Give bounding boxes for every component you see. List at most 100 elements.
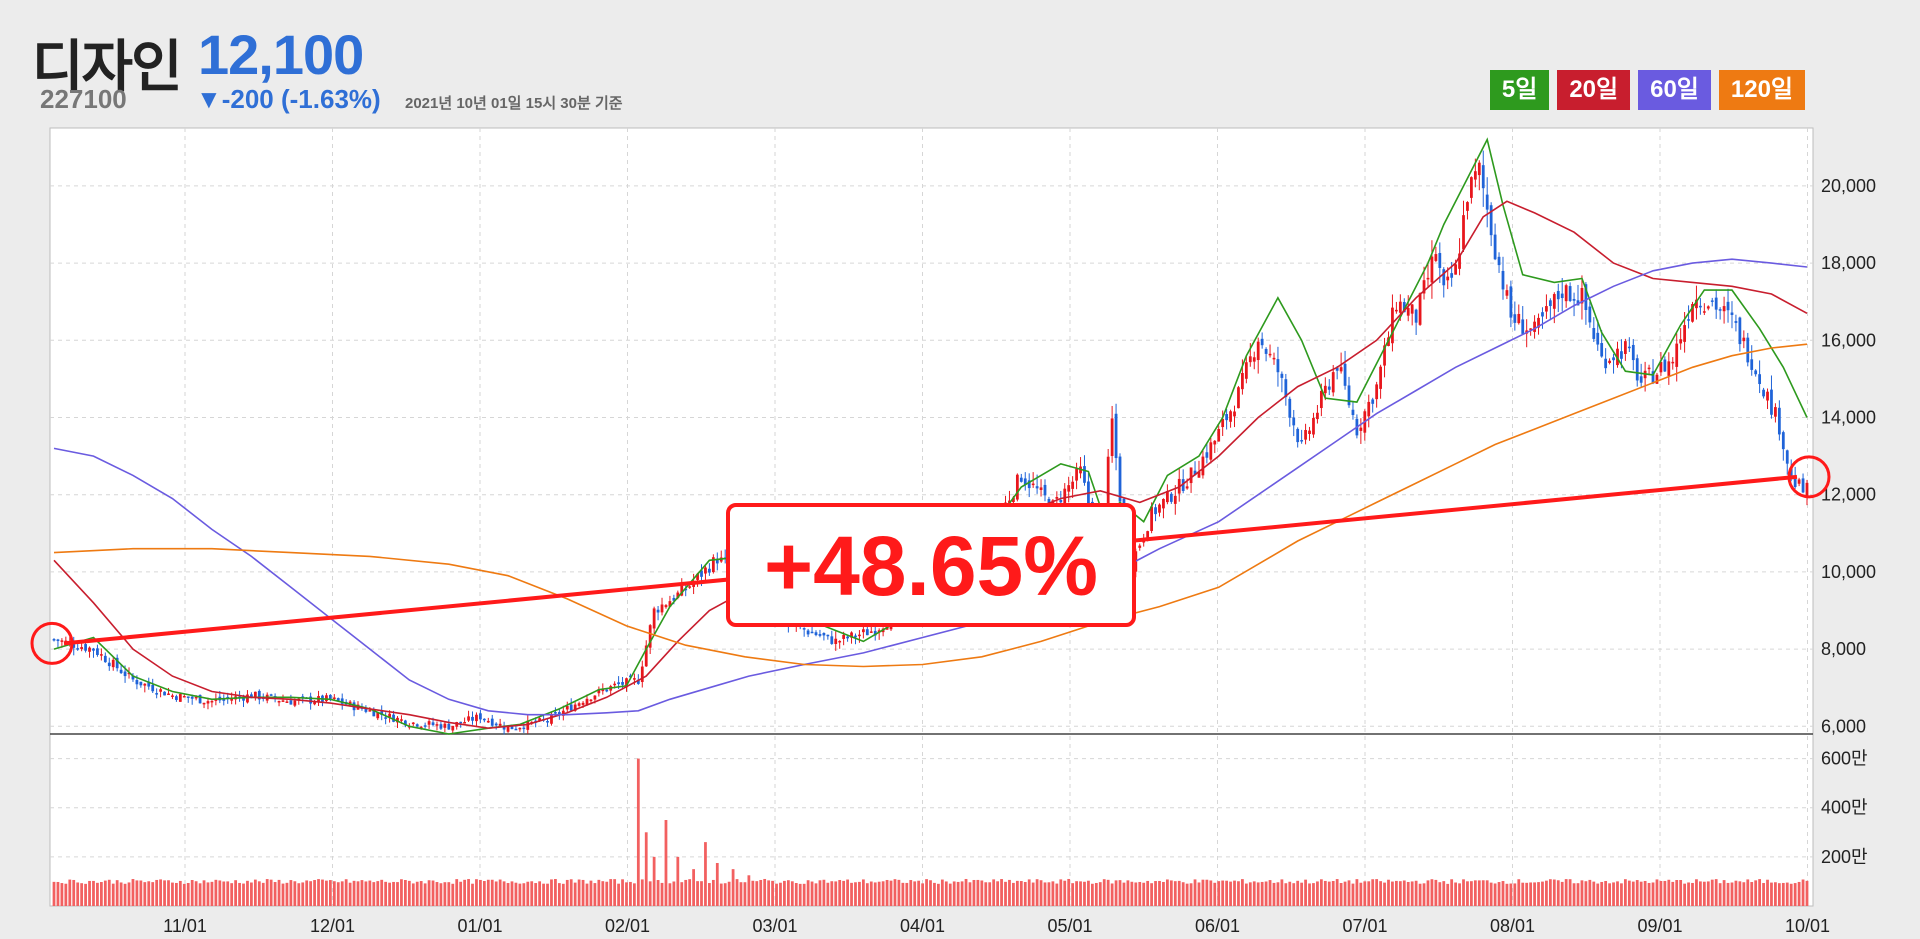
candle-body: [1777, 407, 1781, 435]
candle-body: [99, 654, 103, 656]
candle-body: [459, 721, 463, 724]
volume-bar: [1643, 880, 1647, 906]
candle-body: [700, 570, 703, 577]
volume-bar: [64, 883, 68, 906]
volume-bar: [522, 883, 526, 906]
volume-bar: [1126, 880, 1130, 906]
candle-body: [1379, 366, 1382, 389]
volume-bar: [775, 883, 778, 906]
x-tick-label: 01/01: [457, 916, 502, 936]
legend-ma20[interactable]: 20일: [1557, 70, 1631, 110]
volume-bar: [1288, 881, 1292, 906]
volume-bar: [1019, 881, 1023, 906]
volume-bar: [119, 882, 123, 906]
volume-bar: [127, 882, 131, 906]
candle-body: [1608, 360, 1611, 363]
volume-bar: [222, 881, 226, 906]
candle-body: [636, 679, 640, 684]
volume-bar: [1797, 881, 1801, 906]
volume-bar: [1031, 882, 1035, 906]
volume-bar: [1367, 881, 1371, 906]
candle-body: [601, 689, 605, 692]
candle-body: [1485, 194, 1489, 210]
candle-body: [1067, 485, 1071, 492]
candle-body: [1169, 493, 1173, 502]
volume-bar: [842, 880, 846, 906]
candle-body: [119, 669, 123, 674]
legend-ma120[interactable]: 120일: [1718, 70, 1805, 110]
candle-body: [1304, 430, 1307, 440]
candle-body: [830, 636, 834, 644]
volume-bar: [751, 880, 755, 906]
candle-body: [1383, 345, 1386, 366]
volume-bar: [1233, 880, 1236, 906]
candle-body: [1150, 506, 1153, 531]
candle-body: [471, 716, 474, 721]
candle-body: [1075, 468, 1078, 481]
candle-body: [1296, 428, 1300, 443]
legend-ma60[interactable]: 60일: [1638, 70, 1711, 110]
candle-body: [1699, 305, 1702, 308]
candle-body: [439, 724, 443, 729]
candle-body: [629, 675, 632, 678]
candle-body: [475, 714, 478, 722]
volume-bar: [439, 883, 443, 906]
volume-bar: [636, 758, 640, 906]
volume-bar: [1568, 879, 1572, 906]
volume-bar: [1079, 881, 1082, 906]
candle-body: [1339, 367, 1343, 372]
candle-body: [506, 726, 510, 732]
volume-bar: [380, 879, 384, 906]
candle-body: [230, 698, 234, 701]
volume-bar: [257, 881, 261, 906]
volume-bar: [648, 881, 652, 906]
volume-bar: [1623, 879, 1627, 906]
volume-bar: [1339, 883, 1343, 906]
candle-body: [171, 695, 174, 697]
volume-bar: [581, 879, 585, 906]
candle-body: [1675, 343, 1679, 367]
volume-bar: [498, 879, 502, 906]
volume-bar: [1722, 880, 1726, 906]
candle-body: [423, 725, 427, 727]
candle-body: [368, 710, 372, 712]
volume-bar: [897, 879, 901, 906]
candle-body: [163, 691, 166, 696]
candle-body: [1292, 417, 1296, 426]
candle-body: [1517, 313, 1521, 324]
candle-body: [253, 691, 257, 699]
volume-bar: [206, 882, 210, 906]
volume-bar: [269, 879, 273, 906]
volume-bar: [1173, 881, 1177, 906]
candle-body: [1722, 306, 1726, 312]
volume-bar: [577, 879, 581, 906]
volume-bar: [1580, 880, 1584, 906]
candle-body: [1785, 450, 1789, 464]
candle-body: [1438, 253, 1442, 268]
legend-ma5[interactable]: 5일: [1489, 70, 1550, 110]
candle-body: [577, 703, 581, 706]
candle-body: [1027, 480, 1031, 489]
volume-bar: [629, 881, 632, 906]
volume-bar: [1675, 880, 1679, 906]
volume-bar: [1063, 880, 1067, 906]
volume-bar: [1316, 881, 1319, 906]
candle-body: [1450, 273, 1454, 278]
volume-bar: [921, 883, 924, 906]
volume-bar: [1363, 881, 1367, 906]
candle-body: [1750, 359, 1754, 370]
candle-body: [838, 640, 842, 643]
candle-body: [1012, 497, 1015, 503]
candle-body: [1718, 309, 1722, 311]
volume-bar: [131, 879, 135, 906]
candle-body: [1695, 299, 1698, 309]
volume-bar: [964, 878, 968, 906]
candle-body: [490, 718, 494, 726]
volume-bar: [360, 880, 364, 906]
candle-body: [688, 586, 692, 588]
candle-body: [92, 648, 95, 651]
candle-body: [415, 724, 419, 727]
candle-body: [826, 634, 830, 637]
volume-bar: [475, 879, 478, 906]
